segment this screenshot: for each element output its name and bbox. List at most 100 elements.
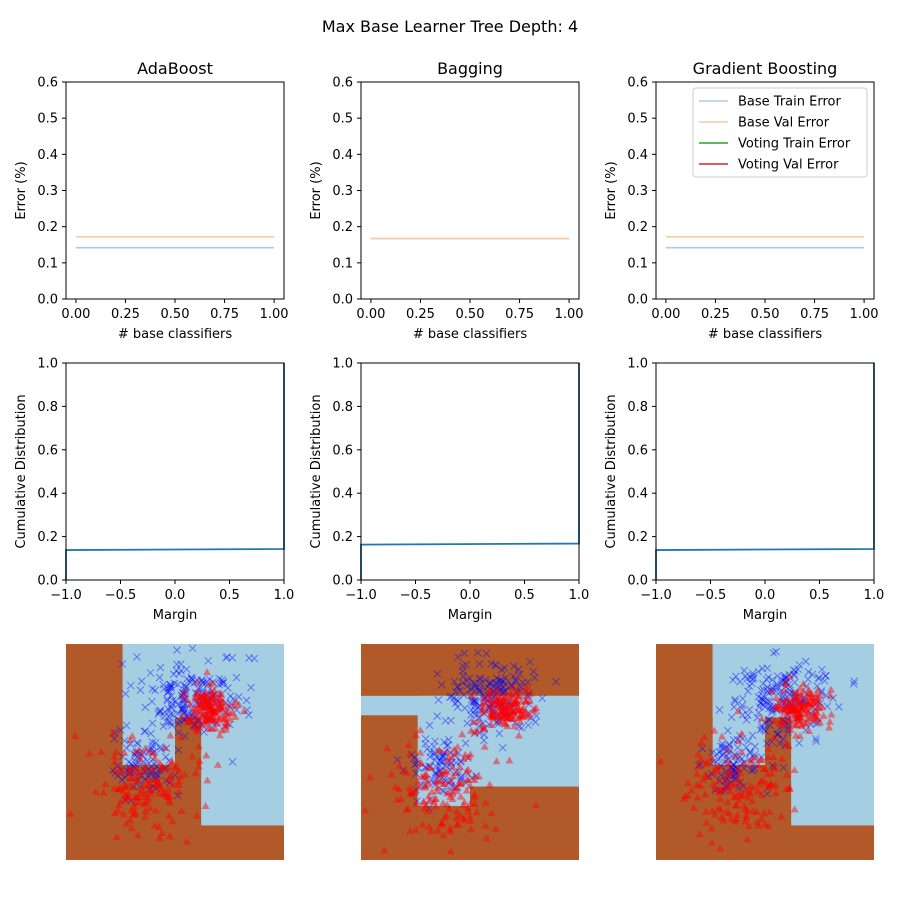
point-x xyxy=(778,697,786,706)
point-x xyxy=(434,695,443,704)
point-triangle xyxy=(194,713,203,721)
point-triangle xyxy=(803,692,812,700)
point-triangle xyxy=(110,784,119,792)
point-triangle xyxy=(516,717,525,725)
point-x xyxy=(202,707,211,716)
point-triangle xyxy=(223,720,232,728)
point-x xyxy=(194,698,202,707)
point-triangle xyxy=(153,777,162,785)
point-x xyxy=(806,720,815,729)
point-triangle xyxy=(786,707,795,715)
point-triangle xyxy=(720,775,729,783)
point-x xyxy=(814,674,823,683)
point-x xyxy=(137,771,146,780)
point-triangle xyxy=(210,709,219,717)
point-triangle xyxy=(785,706,794,714)
point-x xyxy=(730,703,738,711)
point-triangle xyxy=(220,703,229,711)
point-x xyxy=(432,768,440,777)
point-x xyxy=(443,759,452,767)
point-x xyxy=(517,683,525,691)
point-triangle xyxy=(466,817,475,825)
point-x xyxy=(425,721,434,730)
point-triangle xyxy=(194,701,203,709)
point-triangle xyxy=(175,766,184,774)
point-x xyxy=(472,697,480,706)
point-triangle xyxy=(501,720,510,728)
point-x xyxy=(476,705,485,714)
point-triangle xyxy=(819,711,828,719)
point-x xyxy=(515,722,523,731)
point-x xyxy=(433,712,441,721)
point-triangle xyxy=(190,723,199,731)
point-triangle xyxy=(735,789,744,797)
x-tick-label: 0.50 xyxy=(751,307,780,322)
x-tick-label: 0.0 xyxy=(755,588,776,603)
point-x xyxy=(209,691,217,700)
point-triangle xyxy=(732,801,741,809)
point-x xyxy=(488,687,497,695)
point-triangle xyxy=(167,758,176,766)
point-triangle xyxy=(779,720,788,728)
point-triangle xyxy=(120,781,129,789)
point-x xyxy=(820,676,829,685)
point-x xyxy=(783,696,791,704)
point-triangle xyxy=(804,708,813,716)
point-triangle xyxy=(206,724,215,732)
point-x xyxy=(448,787,457,796)
point-triangle xyxy=(515,692,524,700)
point-x xyxy=(730,761,738,769)
point-x xyxy=(738,694,747,703)
point-triangle xyxy=(791,721,800,729)
point-x xyxy=(488,694,497,703)
point-triangle xyxy=(210,698,219,706)
y-tick-label: 0.5 xyxy=(332,112,353,127)
point-triangle xyxy=(782,739,791,747)
point-x xyxy=(227,699,236,708)
point-x xyxy=(495,697,504,705)
point-triangle xyxy=(145,804,154,812)
point-triangle xyxy=(201,696,210,704)
point-x xyxy=(469,699,477,707)
point-triangle xyxy=(491,824,500,832)
point-x xyxy=(782,721,790,730)
y-tick-label: 0.8 xyxy=(37,400,58,415)
point-triangle xyxy=(767,780,776,788)
point-x xyxy=(166,683,174,692)
point-triangle xyxy=(165,811,174,819)
point-x xyxy=(507,681,516,689)
point-triangle xyxy=(207,712,216,720)
point-triangle xyxy=(164,796,173,804)
y-tick-label: 0.4 xyxy=(332,148,353,163)
point-x xyxy=(815,673,823,682)
region-cell xyxy=(470,695,579,787)
point-triangle xyxy=(807,692,816,700)
point-triangle xyxy=(114,801,123,809)
x-tick-label: 0.25 xyxy=(111,307,140,322)
point-triangle xyxy=(782,784,791,792)
point-x xyxy=(738,759,746,768)
point-x xyxy=(413,756,421,765)
point-triangle xyxy=(504,714,513,722)
point-x xyxy=(139,748,148,757)
point-x xyxy=(444,741,452,749)
point-triangle xyxy=(206,708,215,716)
point-x xyxy=(210,707,218,716)
point-x xyxy=(759,692,768,701)
point-triangle xyxy=(391,783,400,791)
y-tick-label: 0.6 xyxy=(627,76,648,91)
point-x xyxy=(499,678,508,686)
point-triangle xyxy=(442,789,451,797)
point-triangle xyxy=(713,766,722,774)
point-triangle xyxy=(717,786,726,794)
point-triangle xyxy=(511,699,520,707)
point-x xyxy=(219,677,228,686)
point-x xyxy=(720,758,729,766)
point-x xyxy=(447,758,456,767)
point-triangle xyxy=(722,783,731,791)
point-x xyxy=(188,675,197,684)
point-x xyxy=(143,757,152,765)
point-triangle xyxy=(708,754,717,762)
point-triangle xyxy=(208,679,217,687)
point-x xyxy=(131,764,140,773)
